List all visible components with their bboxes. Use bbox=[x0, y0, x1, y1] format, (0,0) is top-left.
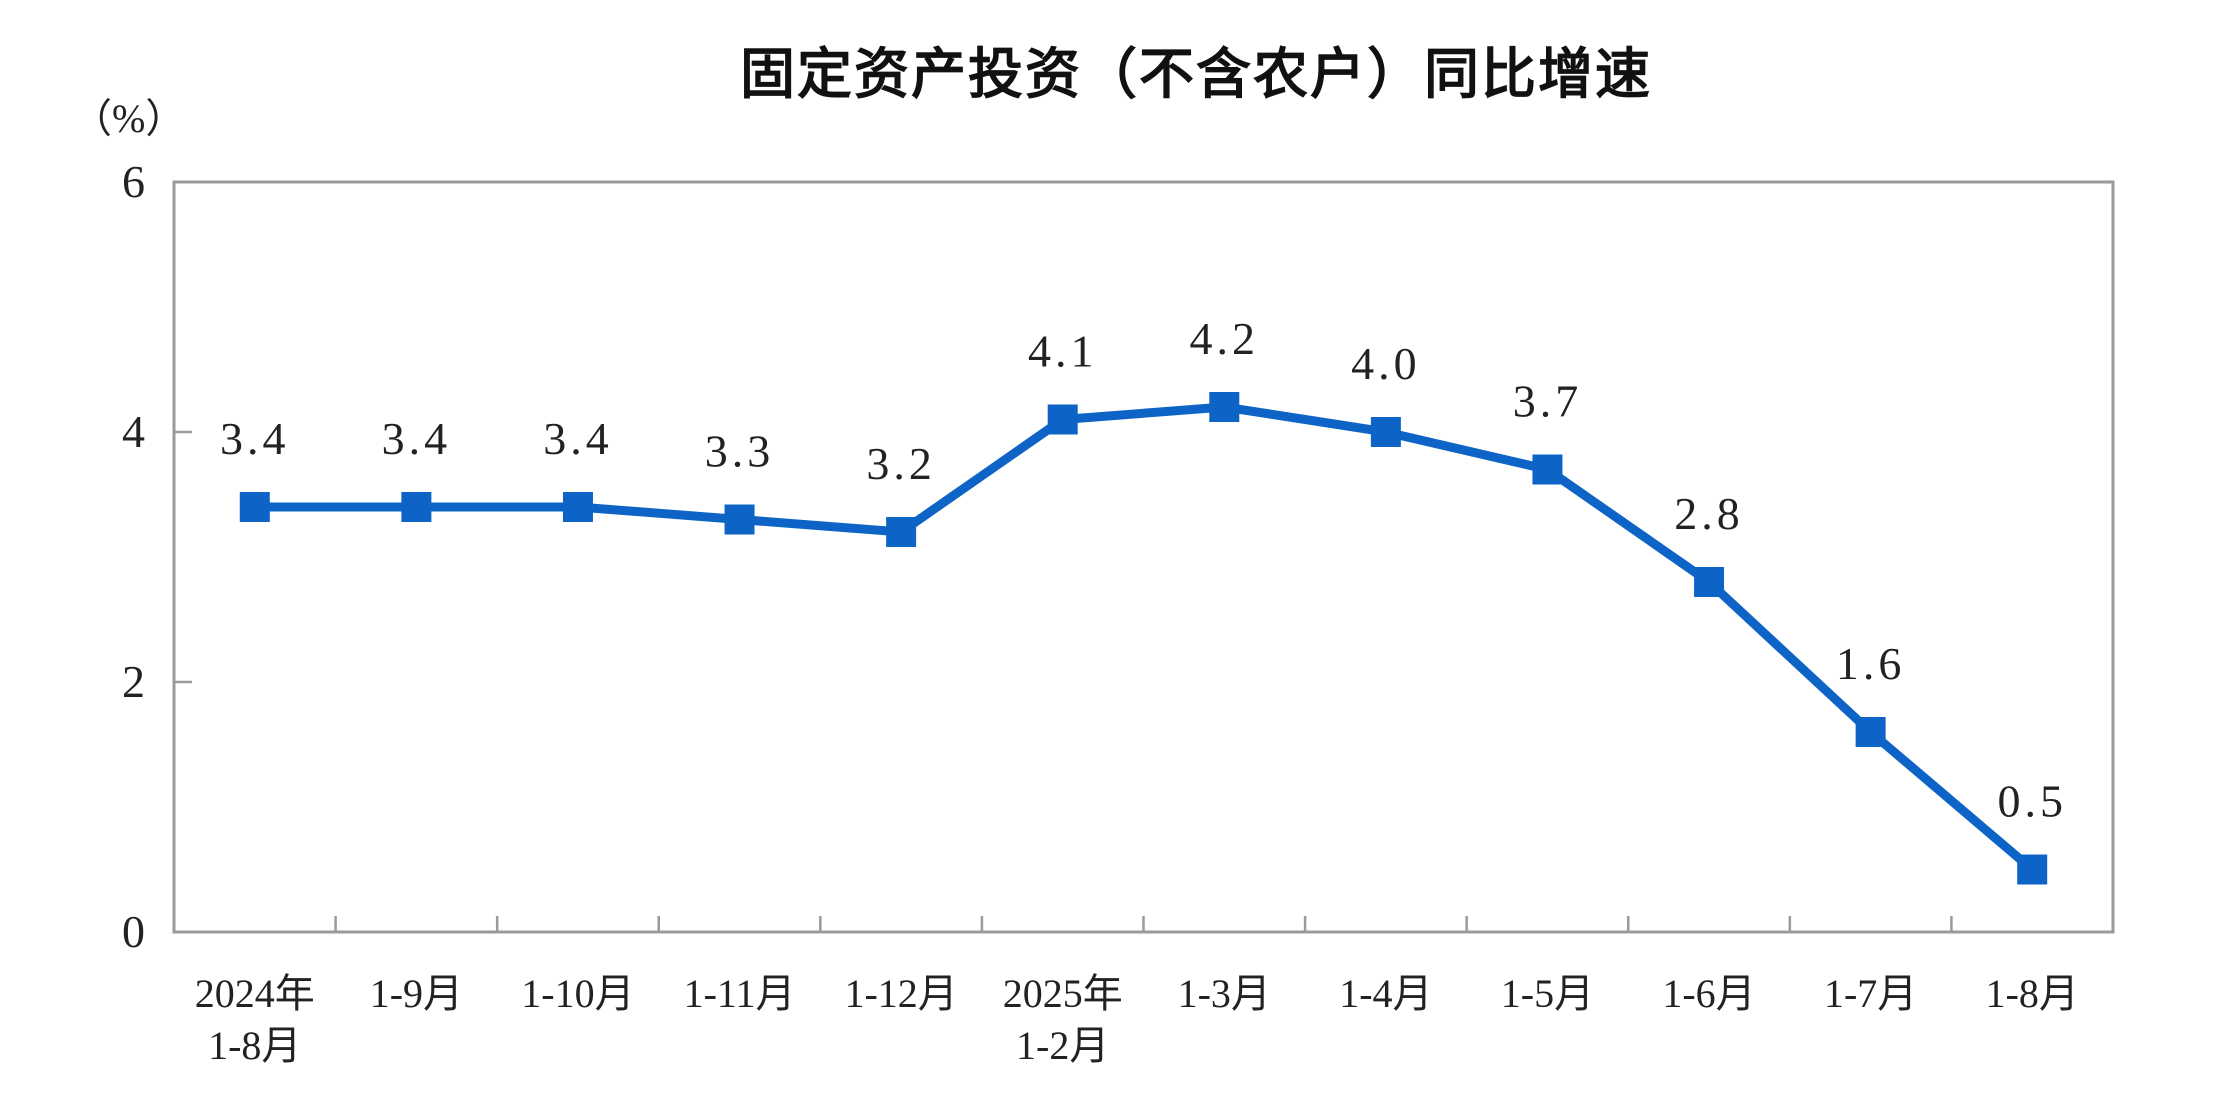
data-point-label: 3.4 bbox=[382, 413, 452, 464]
x-tick-label-line: 1-9月 bbox=[369, 971, 464, 1016]
x-tick-label: 1-3月 bbox=[1104, 968, 1344, 1020]
data-point-marker bbox=[1047, 404, 1078, 435]
data-point-marker bbox=[239, 492, 270, 522]
x-tick-label-line: 2024年 bbox=[194, 971, 315, 1016]
x-tick-label-line: 1-2月 bbox=[1016, 1023, 1110, 1068]
chart-title: 固定资产投资（不含农户）同比增速 bbox=[739, 43, 1652, 105]
data-point-marker bbox=[1532, 454, 1563, 485]
x-tick-label-line: 1-6月 bbox=[1662, 971, 1756, 1016]
x-tick-label-line: 1-11月 bbox=[683, 971, 796, 1016]
x-tick-label: 1-11月 bbox=[620, 968, 860, 1020]
data-point-label: 3.4 bbox=[543, 413, 613, 464]
data-point-marker bbox=[1694, 567, 1725, 597]
y-axis-unit-label: （%） bbox=[72, 96, 186, 141]
x-tick-label-line: 2025年 bbox=[1002, 971, 1123, 1016]
x-tick-label-line: 1-5月 bbox=[1500, 971, 1595, 1016]
data-point-marker bbox=[1209, 392, 1240, 422]
x-tick-label: 1-9月 bbox=[296, 968, 536, 1020]
data-point-label: 3.3 bbox=[705, 426, 775, 477]
data-point-marker bbox=[401, 492, 432, 522]
x-tick-label: 1-4月 bbox=[1266, 968, 1506, 1020]
y-tick-label: 6 bbox=[122, 156, 145, 207]
y-tick-label: 0 bbox=[122, 906, 145, 957]
plot-border bbox=[172, 180, 2115, 934]
x-tick-label: 1-6月 bbox=[1589, 968, 1829, 1020]
x-tick-label-line: 1-8月 bbox=[1985, 971, 2079, 1016]
x-tick-label: 2025年 1-2月 bbox=[943, 968, 1183, 1072]
data-line bbox=[250, 402, 2037, 874]
data-point-marker bbox=[886, 517, 917, 547]
data-point-label: 3.2 bbox=[866, 438, 936, 489]
data-point-label: 2.8 bbox=[1674, 488, 1744, 539]
x-tick-label: 1-8月 bbox=[1912, 968, 2152, 1020]
data-point-marker bbox=[562, 492, 593, 522]
data-point-label: 3.7 bbox=[1513, 376, 1583, 427]
data-point-marker bbox=[1855, 717, 1886, 747]
data-point-label: 1.6 bbox=[1836, 638, 1906, 689]
x-tick-label: 1-10月 bbox=[458, 968, 698, 1020]
data-point-marker bbox=[2017, 854, 2048, 885]
data-point-label: 0.5 bbox=[1997, 776, 2067, 827]
x-tick-label-line: 1-8月 bbox=[208, 1023, 302, 1068]
x-tick-label: 1-5月 bbox=[1427, 968, 1667, 1020]
x-tick-label-line: 1-10月 bbox=[521, 971, 635, 1016]
x-tick-label-line: 1-4月 bbox=[1339, 971, 1433, 1016]
data-point-label: 4.0 bbox=[1351, 338, 1421, 389]
y-tick-label: 2 bbox=[122, 656, 145, 707]
data-point-label: 4.1 bbox=[1028, 326, 1098, 377]
x-tick-label: 1-7月 bbox=[1751, 968, 1991, 1020]
data-point-marker bbox=[724, 504, 755, 535]
y-tick-label: 4 bbox=[122, 406, 145, 457]
data-point-marker bbox=[1370, 417, 1401, 447]
x-tick-label-line: 1-3月 bbox=[1177, 971, 1271, 1016]
x-tick-label-line: 1-7月 bbox=[1823, 971, 1918, 1016]
x-tick-label: 2024年 1-8月 bbox=[135, 968, 375, 1072]
data-point-label: 3.4 bbox=[220, 413, 290, 464]
x-tick-label-line: 1-12月 bbox=[844, 971, 958, 1016]
data-point-label: 4.2 bbox=[1190, 313, 1260, 364]
x-tick-label: 1-12月 bbox=[781, 968, 1021, 1020]
